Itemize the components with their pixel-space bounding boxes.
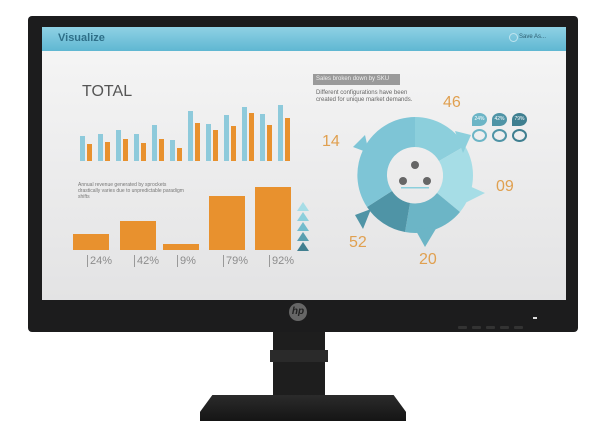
total-bar [242, 106, 247, 161]
stand-collar [270, 350, 328, 362]
total-bar [177, 147, 182, 161]
total-bar [285, 118, 290, 161]
triangle-icon [297, 202, 309, 211]
total-bar [80, 136, 85, 161]
revenue-bar [120, 221, 156, 250]
revenue-label: 24% [87, 255, 112, 267]
triangle-icon [297, 222, 309, 231]
sku-description: Different configurations have been creat… [316, 90, 413, 103]
total-bar [98, 133, 103, 161]
revenue-bar [209, 196, 245, 250]
app-header: Visualize Save As... [42, 27, 566, 51]
stand-base [200, 395, 406, 421]
revenue-label: 9% [177, 255, 196, 267]
power-button[interactable] [514, 326, 523, 329]
total-bar [152, 125, 157, 161]
revenue-label: 42% [134, 255, 159, 267]
donut-segments [353, 117, 485, 247]
monitor-screen: Visualize Save As... TOTAL Annual revenu… [42, 27, 566, 300]
total-bar [87, 143, 92, 161]
donut-value: 09 [496, 178, 514, 195]
total-bar [260, 113, 265, 161]
hp-logo: hp [289, 303, 307, 321]
donut-value: 52 [349, 234, 367, 251]
triangle-icon [297, 242, 309, 251]
revenue-label: 79% [223, 255, 248, 267]
donut-segment [415, 117, 465, 161]
total-bar [159, 138, 164, 161]
ring-icon [492, 129, 507, 142]
total-bar [123, 139, 128, 161]
save-icon[interactable] [509, 33, 518, 42]
total-bar [105, 142, 110, 161]
donut-segment [405, 193, 460, 233]
donut-value: 20 [419, 251, 437, 268]
donut-segment [437, 146, 474, 212]
sku-label: Sales broken down by SKU [313, 74, 400, 85]
app-title: Visualize [58, 32, 105, 44]
osd-button[interactable] [486, 326, 495, 329]
total-bar [278, 105, 283, 161]
save-as-button[interactable]: Save As... [518, 34, 546, 40]
total-bar [249, 113, 254, 161]
ring-icon [512, 129, 527, 142]
donut-segment [357, 117, 415, 207]
donut-segment [367, 191, 410, 232]
total-bar [170, 140, 175, 161]
donut-value: 14 [322, 133, 340, 150]
donut-chart [297, 117, 485, 251]
triangle-icon [297, 232, 309, 241]
drop-badge: 42% [492, 113, 507, 126]
total-bar [116, 130, 121, 161]
ring-icon [472, 129, 487, 142]
total-bar [188, 111, 193, 161]
total-bar [224, 115, 229, 161]
power-led [533, 317, 537, 319]
revenue-bar [255, 187, 291, 250]
total-bar [213, 130, 218, 161]
triangle-icon [297, 212, 309, 221]
total-bar [141, 142, 146, 161]
total-bar [206, 124, 211, 161]
org-chart-icon [399, 161, 431, 189]
osd-button[interactable] [472, 326, 481, 329]
total-bar [267, 124, 272, 161]
revenue-bar [73, 233, 109, 250]
revenue-bar [163, 243, 199, 250]
drop-badge: 24% [472, 113, 487, 126]
total-bar [134, 134, 139, 161]
osd-button[interactable] [458, 326, 467, 329]
total-title: TOTAL [82, 83, 133, 100]
chart-caption: Annual revenue generated by sprockets dr… [78, 182, 184, 200]
triangle-icons [297, 202, 309, 251]
osd-button[interactable] [500, 326, 509, 329]
total-bar [195, 122, 200, 161]
stand-neck [273, 332, 325, 402]
donut-value: 46 [443, 94, 461, 111]
total-bar [231, 126, 236, 161]
revenue-label: 92% [269, 255, 294, 267]
drop-badge: 79% [512, 113, 527, 126]
